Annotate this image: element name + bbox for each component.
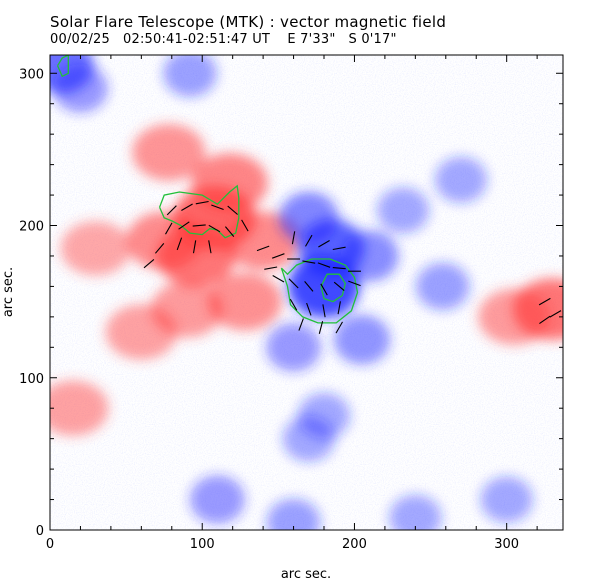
y-tick-label: 100 [19,372,44,387]
figure-title: Solar Flare Telescope (MTK) : vector mag… [50,13,447,31]
transverse-field-vector [332,246,346,251]
transverse-field-vector [304,281,314,292]
x-tick-label: 100 [190,537,215,552]
y-axis: 0 100 200 300 [19,67,563,539]
transverse-field-vector [318,321,324,334]
transverse-field-vector [298,318,304,331]
transverse-field-vector [176,237,183,251]
transverse-field-vector [332,267,346,270]
transverse-field-vector [337,301,341,315]
figure-header: Solar Flare Telescope (MTK) : vector mag… [50,14,446,48]
transverse-field-vector [154,243,165,254]
transverse-field-vector [227,205,238,215]
field-contour [57,55,69,78]
transverse-field-vector [165,222,173,235]
transverse-field-vector [272,275,285,283]
y-axis-label: arc sec. [1,267,16,317]
negative-field-region [434,156,488,203]
positive-field-region [105,304,177,360]
negative-field-region [377,187,430,234]
negative-field-region [340,230,399,282]
transverse-field-vector [318,240,330,248]
field-contour [320,273,346,303]
transverse-field-vector [348,280,361,287]
transverse-field-vector [181,203,193,211]
vector-layer [143,200,562,334]
negative-field-region [266,498,321,530]
y-tick-label: 0 [36,524,44,539]
transverse-field-vector [305,234,313,247]
transverse-field-vector [192,240,197,254]
negative-field-region [52,64,108,113]
transverse-field-vector [224,226,235,237]
x-tick-label: 300 [494,537,519,552]
negative-field-region [297,392,351,439]
transverse-field-vector [302,260,316,264]
negative-field-region [189,475,245,524]
y-tick-label: 200 [19,220,44,235]
positive-field-region [207,272,283,331]
transverse-field-vector [192,224,206,227]
positive-field-region [60,221,131,276]
observation-time: 02:50:41-02:51:47 UT [123,32,271,47]
field-contour [158,184,240,239]
plot-frame [49,54,564,531]
transverse-field-vector [317,262,331,268]
negative-field-layer [50,55,533,530]
transverse-field-vector [539,315,551,325]
transverse-field-vector [322,304,326,318]
position-ew: E 7'33" [287,32,336,47]
transverse-field-vector [178,221,190,230]
transverse-field-vector [320,283,328,296]
transverse-field-vector [241,219,249,232]
negative-field-region [415,262,470,311]
y-tick-label: 300 [19,67,44,82]
transverse-field-vector [256,245,270,252]
transverse-field-vector [272,253,285,259]
x-tick-label: 0 [46,537,54,552]
transverse-field-vector [211,204,224,211]
positive-field-region [132,124,206,181]
positive-field-region [478,288,551,345]
observation-date: 00/02/25 [50,32,110,47]
positive-field-region [191,153,268,213]
negative-field-region [279,191,339,244]
transverse-field-vector [291,231,296,245]
x-axis: 0 100 200 300 [46,55,538,552]
transverse-field-vector [335,321,343,334]
transverse-field-vector [288,278,299,289]
contour-layer [57,55,359,324]
transverse-field-vector [538,297,551,306]
transverse-field-vector [166,205,177,216]
negative-field-region [266,323,322,372]
transverse-field-vector [549,310,562,318]
negative-field-region [480,476,533,523]
transverse-field-vector [306,302,312,316]
observation-info: 00/02/25 02:50:41-02:51:47 UT E 7'33" S … [50,31,446,48]
transverse-field-vector [333,281,345,292]
transverse-field-vector [289,298,298,311]
position-ns: S 0'17" [348,32,397,47]
positive-field-region [50,380,109,436]
transverse-field-vector [208,240,212,254]
transverse-field-vector [143,258,155,269]
transverse-field-vector [264,266,278,270]
field-contour [280,258,359,324]
transverse-field-vector [195,200,209,205]
plot-area [50,55,563,530]
negative-field-region [389,494,442,530]
x-axis-label: arc sec. [281,567,331,582]
positive-field-layer [50,124,563,436]
negative-field-region [333,314,391,365]
positive-field-region [126,211,202,270]
transverse-field-vector [208,224,221,233]
x-tick-label: 200 [342,537,367,552]
negative-field-region [163,55,217,97]
